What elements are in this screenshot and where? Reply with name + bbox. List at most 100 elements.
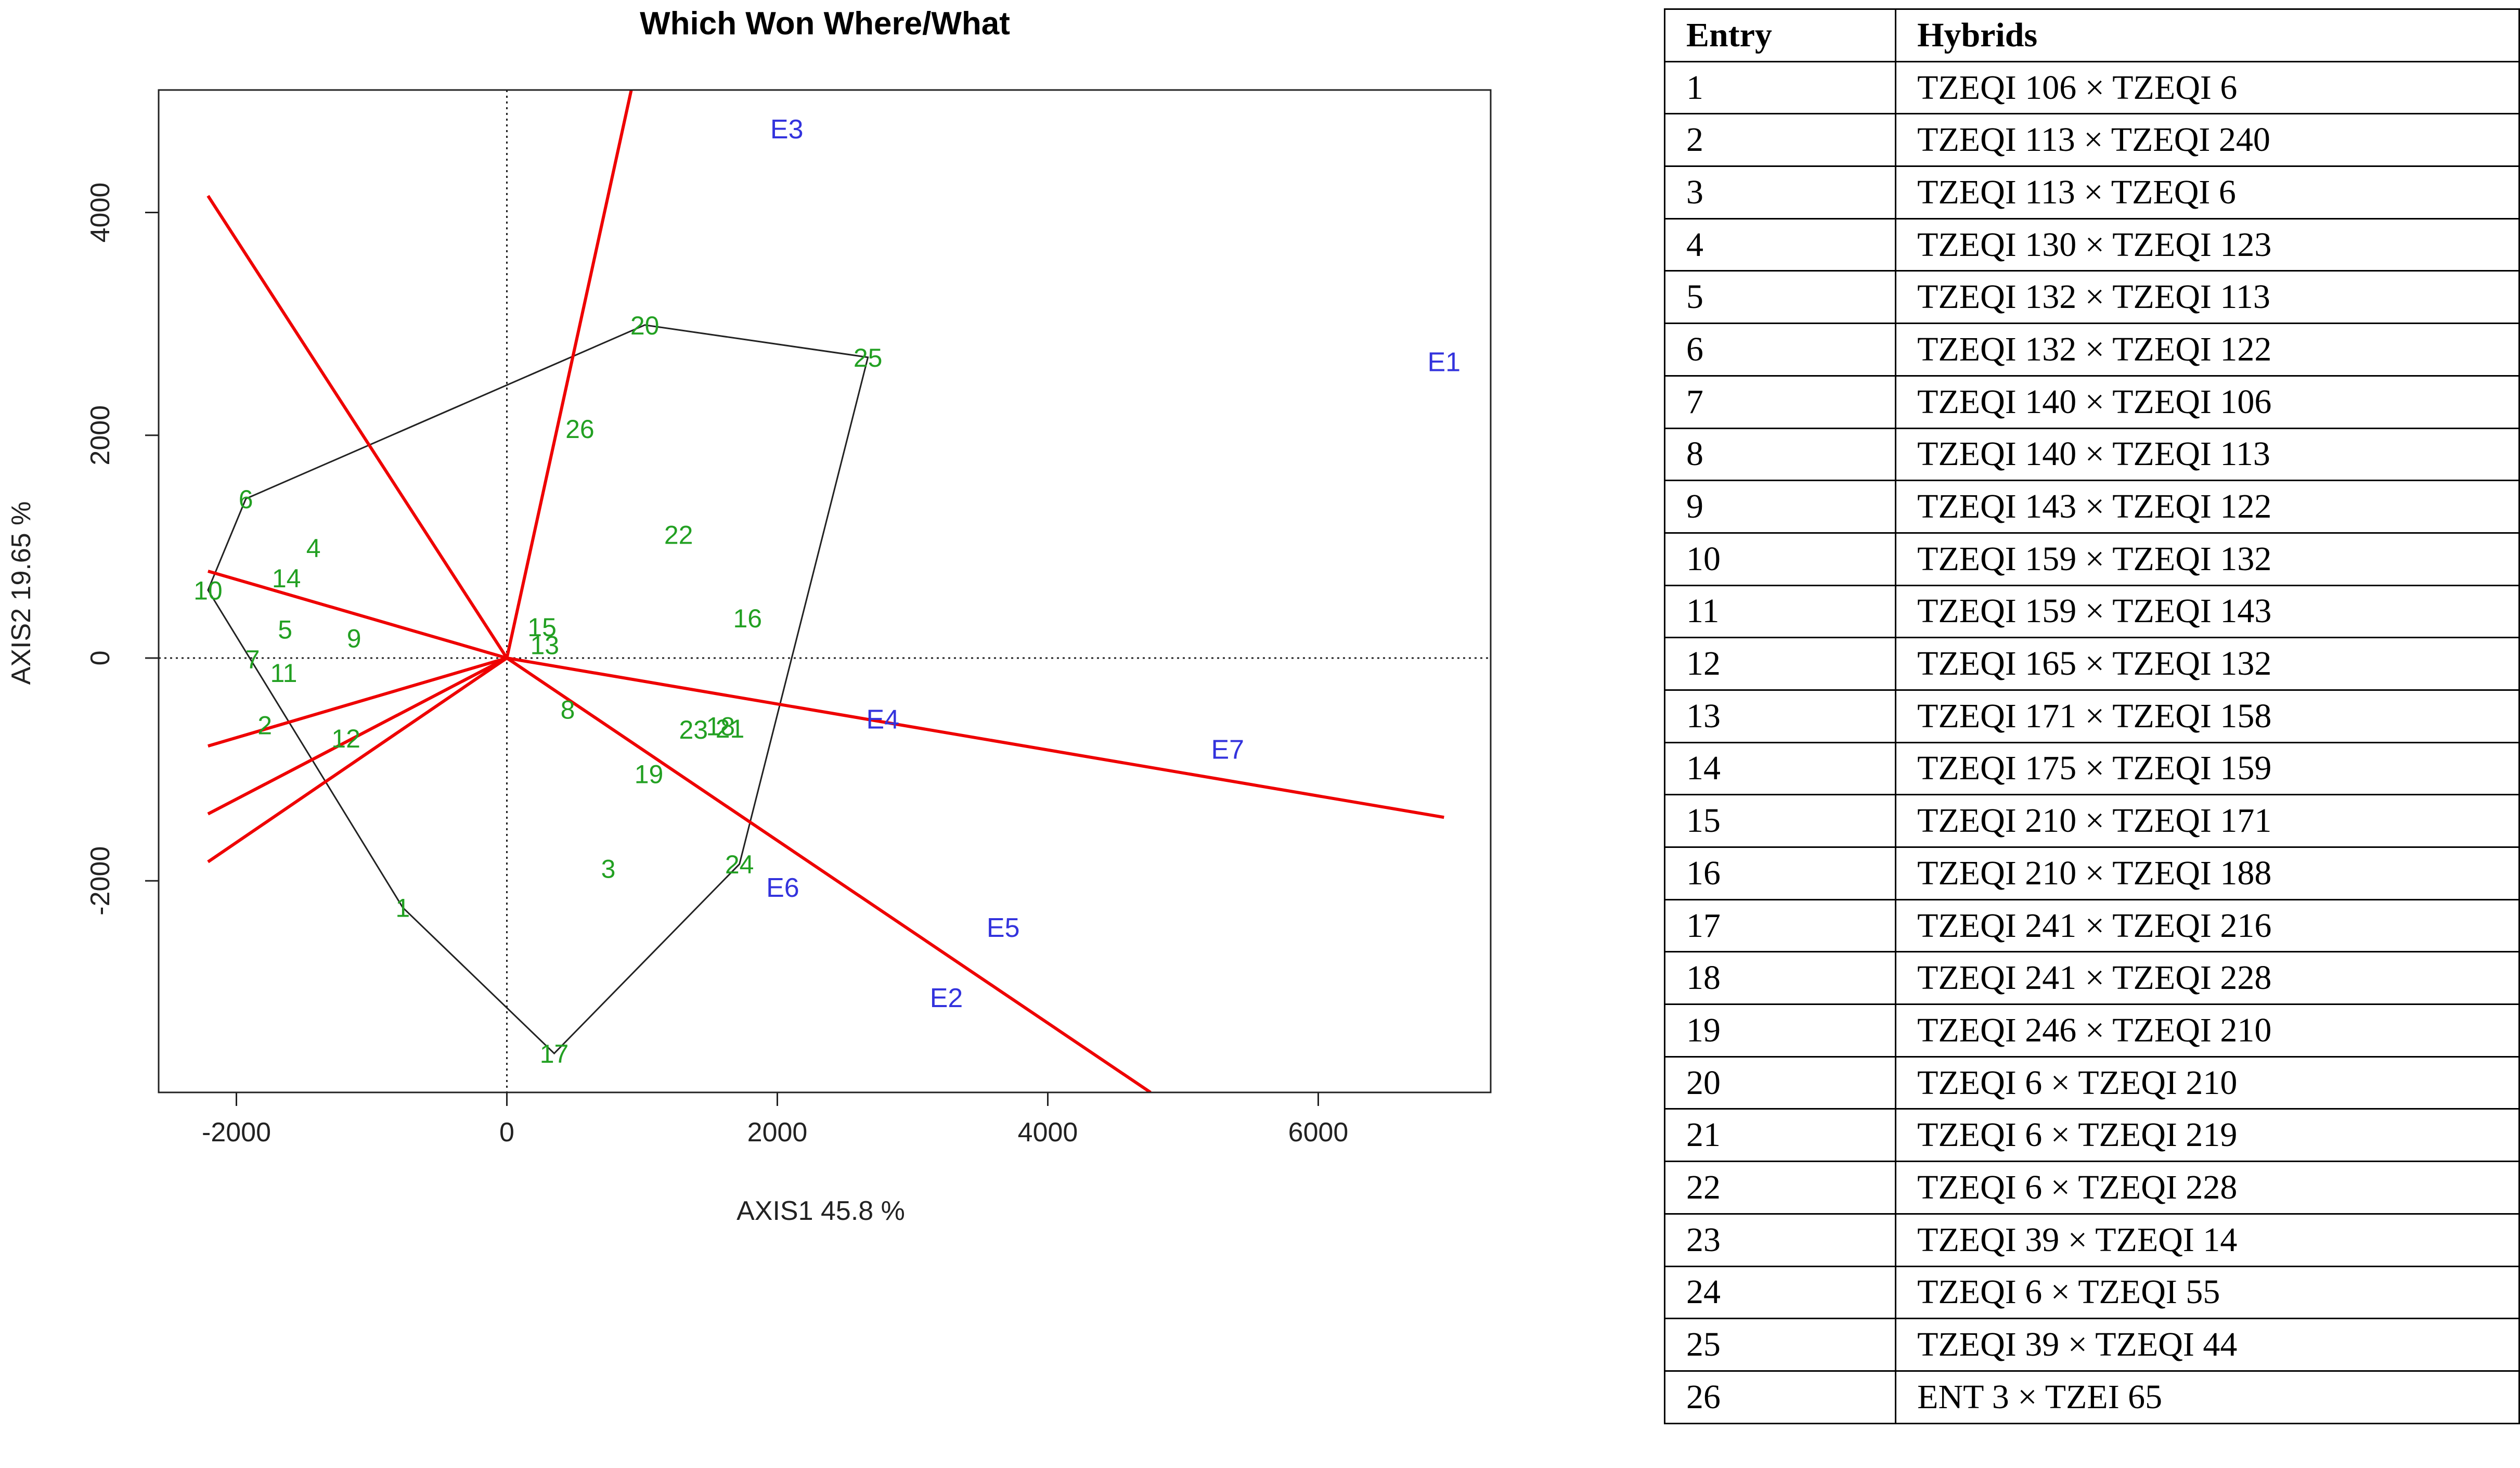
hybrid-name-cell: ENT 3 × TZEI 65 xyxy=(1895,1370,2520,1424)
genotype-label: 19 xyxy=(635,760,664,789)
genotype-label: 17 xyxy=(540,1039,569,1068)
genotype-label: 12 xyxy=(331,724,360,753)
hybrid-name-cell: TZEQI 130 × TZEQI 123 xyxy=(1895,217,2520,272)
entry-number-cell: 15 xyxy=(1663,794,1897,848)
genotype-label: 10 xyxy=(193,576,223,605)
entry-number-cell: 23 xyxy=(1663,1213,1897,1267)
entry-number-cell: 4 xyxy=(1663,217,1897,272)
entry-number-cell: 1 xyxy=(1663,60,1897,115)
hybrid-name-cell: TZEQI 113 × TZEQI 6 xyxy=(1895,165,2520,220)
environment-label: E7 xyxy=(1211,735,1244,765)
table-row: 18 TZEQI 241 × TZEQI 228 xyxy=(1663,951,2520,1006)
hybrid-name-cell: TZEQI 106 × TZEQI 6 xyxy=(1895,60,2520,115)
entry-number-cell: 6 xyxy=(1663,323,1897,377)
entry-number-cell: 16 xyxy=(1663,846,1897,900)
entry-number-cell: 26 xyxy=(1663,1370,1897,1424)
entry-number-cell: 9 xyxy=(1663,480,1897,534)
genotype-label: 8 xyxy=(561,695,575,724)
plot-frame xyxy=(158,89,1492,1093)
sector-ray-2 xyxy=(206,195,509,659)
hybrid-name-cell: TZEQI 39 × TZEQI 14 xyxy=(1895,1213,2520,1267)
table-row: 15 TZEQI 210 × TZEQI 171 xyxy=(1663,794,2520,848)
genotype-label: 15 xyxy=(527,613,557,642)
sector-ray-5 xyxy=(207,656,508,816)
genotype-label: 7 xyxy=(245,645,260,674)
genotype-label: 21 xyxy=(716,714,745,743)
hybrid-name-cell: TZEQI 159 × TZEQI 143 xyxy=(1895,584,2520,639)
y-tick-label: 4000 xyxy=(85,183,115,243)
entry-number-cell: 24 xyxy=(1663,1265,1897,1320)
hybrid-name-cell: TZEQI 132 × TZEQI 113 xyxy=(1895,270,2520,325)
sector-ray-6 xyxy=(207,656,508,864)
genotype-label: 18 xyxy=(706,712,735,741)
entry-number-cell: 2 xyxy=(1663,113,1897,168)
table-row: 5 TZEQI 132 × TZEQI 113 xyxy=(1663,270,2520,325)
table-row: 6 TZEQI 132 × TZEQI 122 xyxy=(1663,323,2520,377)
y-axis-label: AXIS2 19.65 % xyxy=(6,501,36,685)
hybrid-name-cell: TZEQI 132 × TZEQI 122 xyxy=(1895,323,2520,377)
hybrid-name-cell: TZEQI 6 × TZEQI 219 xyxy=(1895,1108,2520,1163)
table-header-hybrids: Hybrids xyxy=(1895,8,2520,62)
table-row: 10 TZEQI 159 × TZEQI 132 xyxy=(1663,532,2520,586)
table-row: 21 TZEQI 6 × TZEQI 219 xyxy=(1663,1108,2520,1163)
genotype-label: 20 xyxy=(630,311,660,340)
table-row: 1 TZEQI 106 × TZEQI 6 xyxy=(1663,60,2520,115)
genotype-label: 2 xyxy=(257,711,272,740)
hybrid-name-cell: TZEQI 140 × TZEQI 106 xyxy=(1895,375,2520,429)
hybrid-name-cell: TZEQI 39 × TZEQI 44 xyxy=(1895,1318,2520,1372)
entry-number-cell: 12 xyxy=(1663,637,1897,691)
entry-number-cell: 14 xyxy=(1663,741,1897,796)
hybrid-name-cell: TZEQI 175 × TZEQI 159 xyxy=(1895,741,2520,796)
hybrid-name-cell: TZEQI 210 × TZEQI 188 xyxy=(1895,846,2520,900)
table-row: 14 TZEQI 175 × TZEQI 159 xyxy=(1663,741,2520,796)
biplot-chart: Which Won Where/What 1234567891011121314… xyxy=(6,6,1492,1226)
table-row: 11 TZEQI 159 × TZEQI 143 xyxy=(1663,584,2520,639)
sector-ray-1 xyxy=(505,90,633,659)
table-header-row: Entry Hybrids xyxy=(1663,8,2520,62)
genotype-label: 24 xyxy=(725,850,754,879)
table-row: 24 TZEQI 6 × TZEQI 55 xyxy=(1663,1265,2520,1320)
entry-number-cell: 19 xyxy=(1663,1003,1897,1058)
hybrid-name-cell: TZEQI 6 × TZEQI 55 xyxy=(1895,1265,2520,1320)
entry-number-cell: 20 xyxy=(1663,1055,1897,1110)
table-row: 2 TZEQI 113 × TZEQI 240 xyxy=(1663,113,2520,168)
x-tick-label: 2000 xyxy=(747,1117,808,1148)
table-row: 17 TZEQI 241 × TZEQI 216 xyxy=(1663,898,2520,953)
table-body: 1 TZEQI 106 × TZEQI 6 2 TZEQI 113 × TZEQI 2… xyxy=(1663,60,2520,1424)
hybrid-name-cell: TZEQI 165 × TZEQI 132 xyxy=(1895,637,2520,691)
table-row: 3 TZEQI 113 × TZEQI 6 xyxy=(1663,165,2520,220)
genotype-label: 3 xyxy=(601,855,616,884)
hybrid-name-cell: TZEQI 246 × TZEQI 210 xyxy=(1895,1003,2520,1058)
genotype-label: 22 xyxy=(664,520,693,549)
chart-title: Which Won Where/What xyxy=(640,6,1010,42)
hybrid-name-cell: TZEQI 143 × TZEQI 122 xyxy=(1895,480,2520,534)
entry-number-cell: 22 xyxy=(1663,1161,1897,1215)
entry-number-cell: 7 xyxy=(1663,375,1897,429)
hybrid-name-cell: TZEQI 6 × TZEQI 228 xyxy=(1895,1161,2520,1215)
genotype-label: 1 xyxy=(395,894,410,923)
hybrid-name-cell: TZEQI 241 × TZEQI 216 xyxy=(1895,898,2520,953)
environment-label: E6 xyxy=(766,873,799,903)
hybrid-entry-table: Entry Hybrids 1 TZEQI 106 × TZEQI 6 2 TZEQI… xyxy=(1663,8,2520,1424)
entry-number-cell: 11 xyxy=(1663,584,1897,639)
table-row: 20 TZEQI 6 × TZEQI 210 xyxy=(1663,1055,2520,1110)
table-row: 8 TZEQI 140 × TZEQI 113 xyxy=(1663,427,2520,482)
genotype-label: 5 xyxy=(278,615,292,644)
genotype-label: 23 xyxy=(679,715,708,744)
y-tick-label: 2000 xyxy=(85,405,115,466)
genotype-label: 11 xyxy=(270,659,298,688)
genotype-label: 13 xyxy=(530,630,559,660)
environment-label: E5 xyxy=(987,913,1020,943)
table-row: 19 TZEQI 246 × TZEQI 210 xyxy=(1663,1003,2520,1058)
genotype-label: 16 xyxy=(733,604,762,633)
genotype-label: 4 xyxy=(306,534,321,563)
hybrid-name-cell: TZEQI 159 × TZEQI 132 xyxy=(1895,532,2520,586)
hybrid-name-cell: TZEQI 113 × TZEQI 240 xyxy=(1895,113,2520,168)
x-axis-label: AXIS1 45.8 % xyxy=(736,1196,905,1226)
entry-number-cell: 10 xyxy=(1663,532,1897,586)
table-row: 22 TZEQI 6 × TZEQI 228 xyxy=(1663,1161,2520,1215)
genotype-label: 6 xyxy=(239,485,253,514)
entry-number-cell: 25 xyxy=(1663,1318,1897,1372)
